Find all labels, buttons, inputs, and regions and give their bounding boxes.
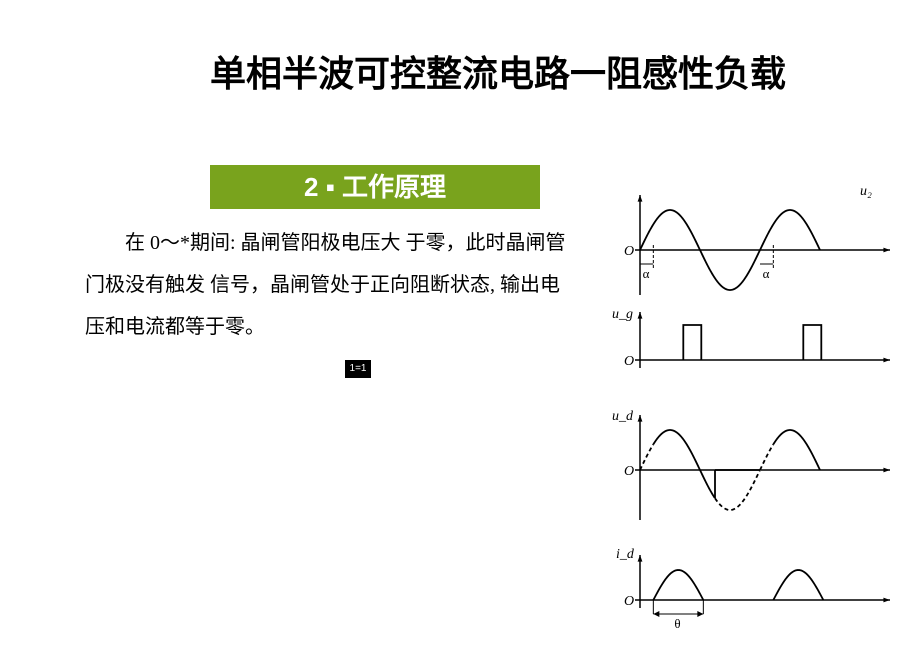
svg-text:α: α	[643, 266, 650, 281]
body-paragraph: 在 0〜*期间: 晶闸管阳极电压大 于零，此时晶闸管门极没有触发 信号，晶闸管处…	[85, 222, 575, 348]
waveform-diagram: u₂ Oα α u_g Ou_d Oi_d Oθ	[610, 180, 900, 640]
svg-text:i_d: i_d	[616, 547, 635, 562]
small-badge: 1=1	[345, 360, 371, 378]
svg-text:O: O	[624, 354, 634, 369]
svg-text:θ: θ	[674, 616, 680, 631]
svg-text:O: O	[624, 594, 634, 609]
waveform-svg: u₂ Oα α u_g Ou_d Oi_d Oθ	[610, 180, 900, 640]
svg-text:u₂: u₂	[860, 184, 872, 199]
svg-text:u_g: u_g	[612, 307, 633, 322]
svg-text:O: O	[624, 244, 634, 259]
svg-text:O: O	[624, 464, 634, 479]
svg-text:α: α	[763, 266, 770, 281]
svg-text:u_d: u_d	[612, 409, 634, 424]
section-banner: 2 ▪ 工作原理	[210, 165, 540, 209]
slide: 单相半波可控整流电路一阻感性负载 2 ▪ 工作原理 在 0〜*期间: 晶闸管阳极…	[0, 0, 920, 651]
page-title: 单相半波可控整流电路一阻感性负载	[210, 50, 800, 99]
